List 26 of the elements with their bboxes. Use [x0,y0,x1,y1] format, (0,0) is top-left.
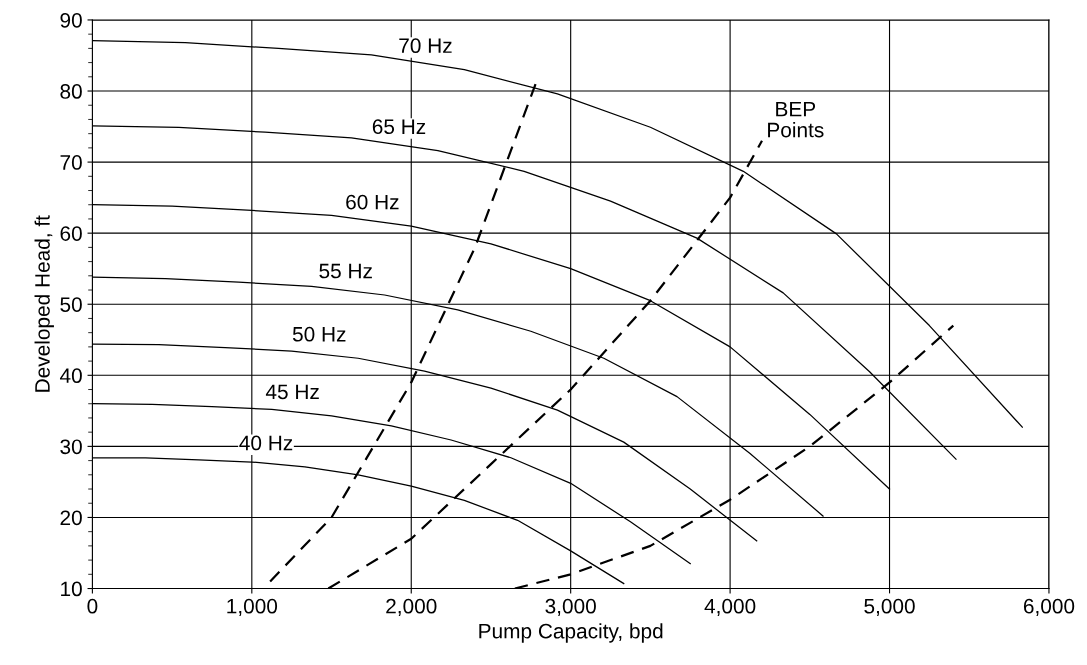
y-tick-label: 10 [61,581,82,597]
series-label: BEP Points [768,101,824,138]
y-tick-label: 90 [60,12,82,28]
x-tick-label: 5,000 [864,598,915,617]
y-tick-label: 30 [60,439,82,455]
x-tick-label: 0 [87,598,98,614]
series-label: 65 Hz [372,119,426,135]
y-tick-label: 50 [60,297,82,312]
x-tick-label: 2,000 [386,598,437,617]
y-tick-label: 40 [59,368,82,384]
series-label: 45 Hz [265,384,319,400]
y-tick-label: 80 [60,84,82,99]
x-axis-title: Pump Capacity, bpd [479,623,663,643]
y-tick-label: 70 [60,155,82,170]
series-label: 70 Hz [399,38,452,54]
series-label: 50 Hz [292,326,346,342]
series-label: 40 Hz [239,435,293,451]
x-tick-label: 6,000 [1023,598,1075,617]
x-tick-label: 4,000 [704,598,756,617]
series-label: 55 Hz [319,263,372,279]
x-tick-label: 1,000 [227,598,278,617]
y-tick-label: 60 [60,226,82,241]
series-label: 60 Hz [346,194,399,210]
y-tick-label: 20 [60,510,82,526]
x-tick-label: 3,000 [545,598,596,617]
y-axis-title: Developed Head, ft [34,215,54,392]
